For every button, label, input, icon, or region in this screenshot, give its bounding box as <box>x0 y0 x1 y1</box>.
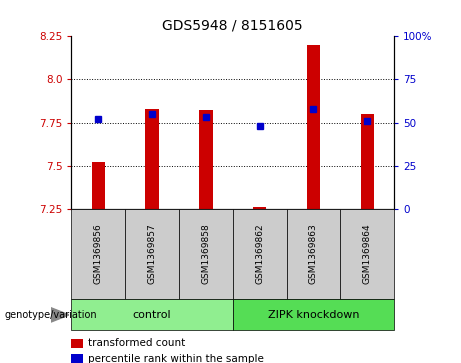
Bar <box>361 114 374 209</box>
Text: percentile rank within the sample: percentile rank within the sample <box>88 354 264 363</box>
Text: transformed count: transformed count <box>88 338 185 348</box>
Polygon shape <box>51 308 69 322</box>
Text: GSM1369863: GSM1369863 <box>309 224 318 285</box>
Text: GSM1369858: GSM1369858 <box>201 224 210 285</box>
Bar <box>253 207 266 209</box>
Bar <box>145 109 159 209</box>
Text: control: control <box>133 310 171 320</box>
Text: GSM1369856: GSM1369856 <box>94 224 103 285</box>
Bar <box>307 45 320 209</box>
Text: genotype/variation: genotype/variation <box>5 310 97 320</box>
Title: GDS5948 / 8151605: GDS5948 / 8151605 <box>162 19 303 32</box>
Text: GSM1369857: GSM1369857 <box>148 224 157 285</box>
Text: GSM1369862: GSM1369862 <box>255 224 264 285</box>
Text: GSM1369864: GSM1369864 <box>363 224 372 285</box>
Text: ZIPK knockdown: ZIPK knockdown <box>268 310 359 320</box>
Bar <box>199 110 213 209</box>
Bar <box>92 162 105 209</box>
